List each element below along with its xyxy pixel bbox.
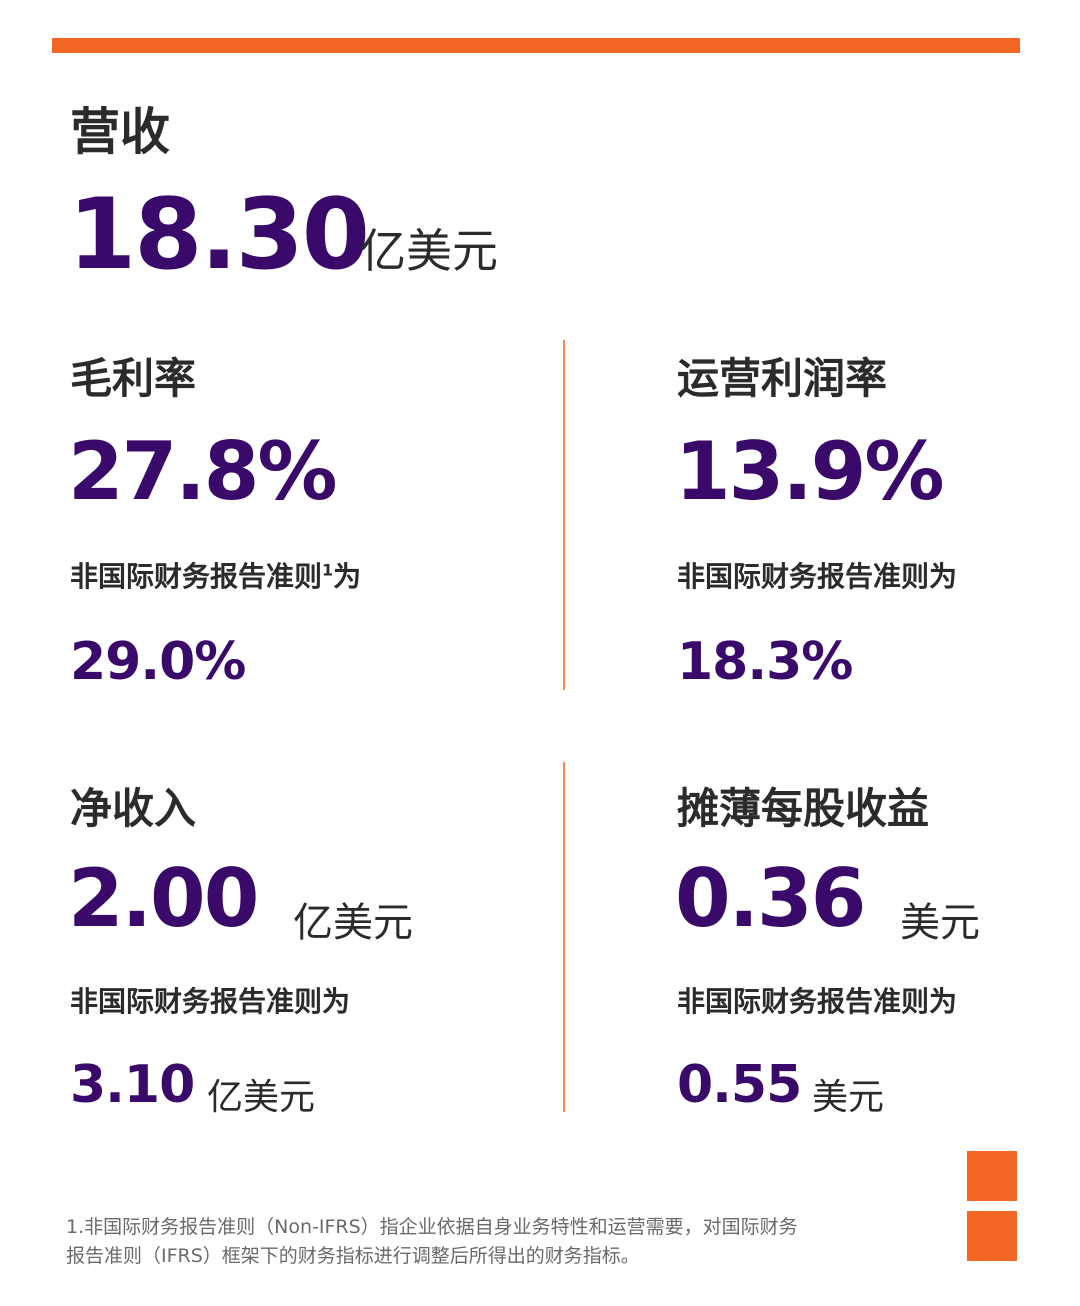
gross-margin-value: 27.8%: [68, 425, 338, 518]
top-accent-bar: [52, 38, 1020, 53]
operating-margin-value: 13.9%: [675, 425, 945, 518]
footnote-ref: 1: [322, 560, 334, 580]
revenue-unit: 亿美元: [360, 224, 498, 278]
footnote-line-2: 报告准则（IFRS）框架下的财务指标进行调整后所得出的财务指标。: [66, 1245, 640, 1267]
net-income-label: 净收入: [70, 784, 197, 833]
net-income-non-ifrs-unit: 亿美元: [207, 1077, 316, 1118]
diluted-eps-non-ifrs-label: 非国际财务报告准则为: [677, 985, 958, 1018]
net-income-non-ifrs-value: 3.10: [70, 1055, 195, 1115]
column-divider-top: [563, 340, 565, 690]
gross-margin-non-ifrs-label: 非国际财务报告准则1为: [70, 555, 361, 595]
diluted-eps-non-ifrs-unit: 美元: [812, 1077, 885, 1118]
diluted-eps-unit: 美元: [900, 900, 980, 946]
diluted-eps-label: 摊薄每股收益: [677, 784, 930, 833]
operating-margin-non-ifrs-label: 非国际财务报告准则为: [677, 560, 958, 593]
gross-margin-label: 毛利率: [70, 354, 197, 403]
diluted-eps-value: 0.36: [675, 852, 866, 945]
footnote-line-1: 1.非国际财务报告准则（Non-IFRS）指企业依据自身业务特性和运营需要，对国…: [66, 1216, 798, 1238]
net-income-unit: 亿美元: [293, 900, 413, 946]
operating-margin-label: 运营利润率: [677, 354, 888, 403]
decor-square-top: [967, 1151, 1017, 1201]
decor-square-bottom: [967, 1211, 1017, 1261]
non-ifrs-suffix: 为: [333, 560, 362, 593]
revenue-value: 18.30: [68, 178, 370, 292]
diluted-eps-non-ifrs-value: 0.55: [677, 1055, 802, 1115]
operating-margin-non-ifrs-value: 18.3%: [677, 632, 853, 692]
non-ifrs-text: 非国际财务报告准则: [70, 560, 323, 593]
gross-margin-non-ifrs-value: 29.0%: [70, 632, 246, 692]
footnote: 1.非国际财务报告准则（Non-IFRS）指企业依据自身业务特性和运营需要，对国…: [66, 1213, 886, 1271]
net-income-non-ifrs-label: 非国际财务报告准则为: [70, 985, 351, 1018]
column-divider-bottom: [563, 762, 565, 1112]
revenue-label: 营收: [70, 103, 170, 161]
net-income-value: 2.00: [68, 852, 259, 945]
